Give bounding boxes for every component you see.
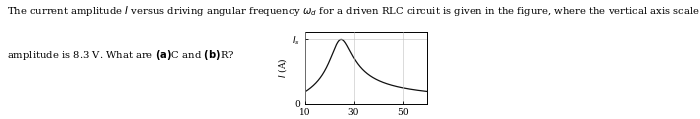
Text: The current amplitude $I$ versus driving angular frequency $\omega_d$ for a driv: The current amplitude $I$ versus driving… <box>7 4 700 18</box>
Y-axis label: $I$ (A): $I$ (A) <box>276 58 289 78</box>
Text: amplitude is 8.3 V. What are $\mathbf{(a)}$C and $\mathbf{(b)}$R?: amplitude is 8.3 V. What are $\mathbf{(a… <box>7 48 234 62</box>
